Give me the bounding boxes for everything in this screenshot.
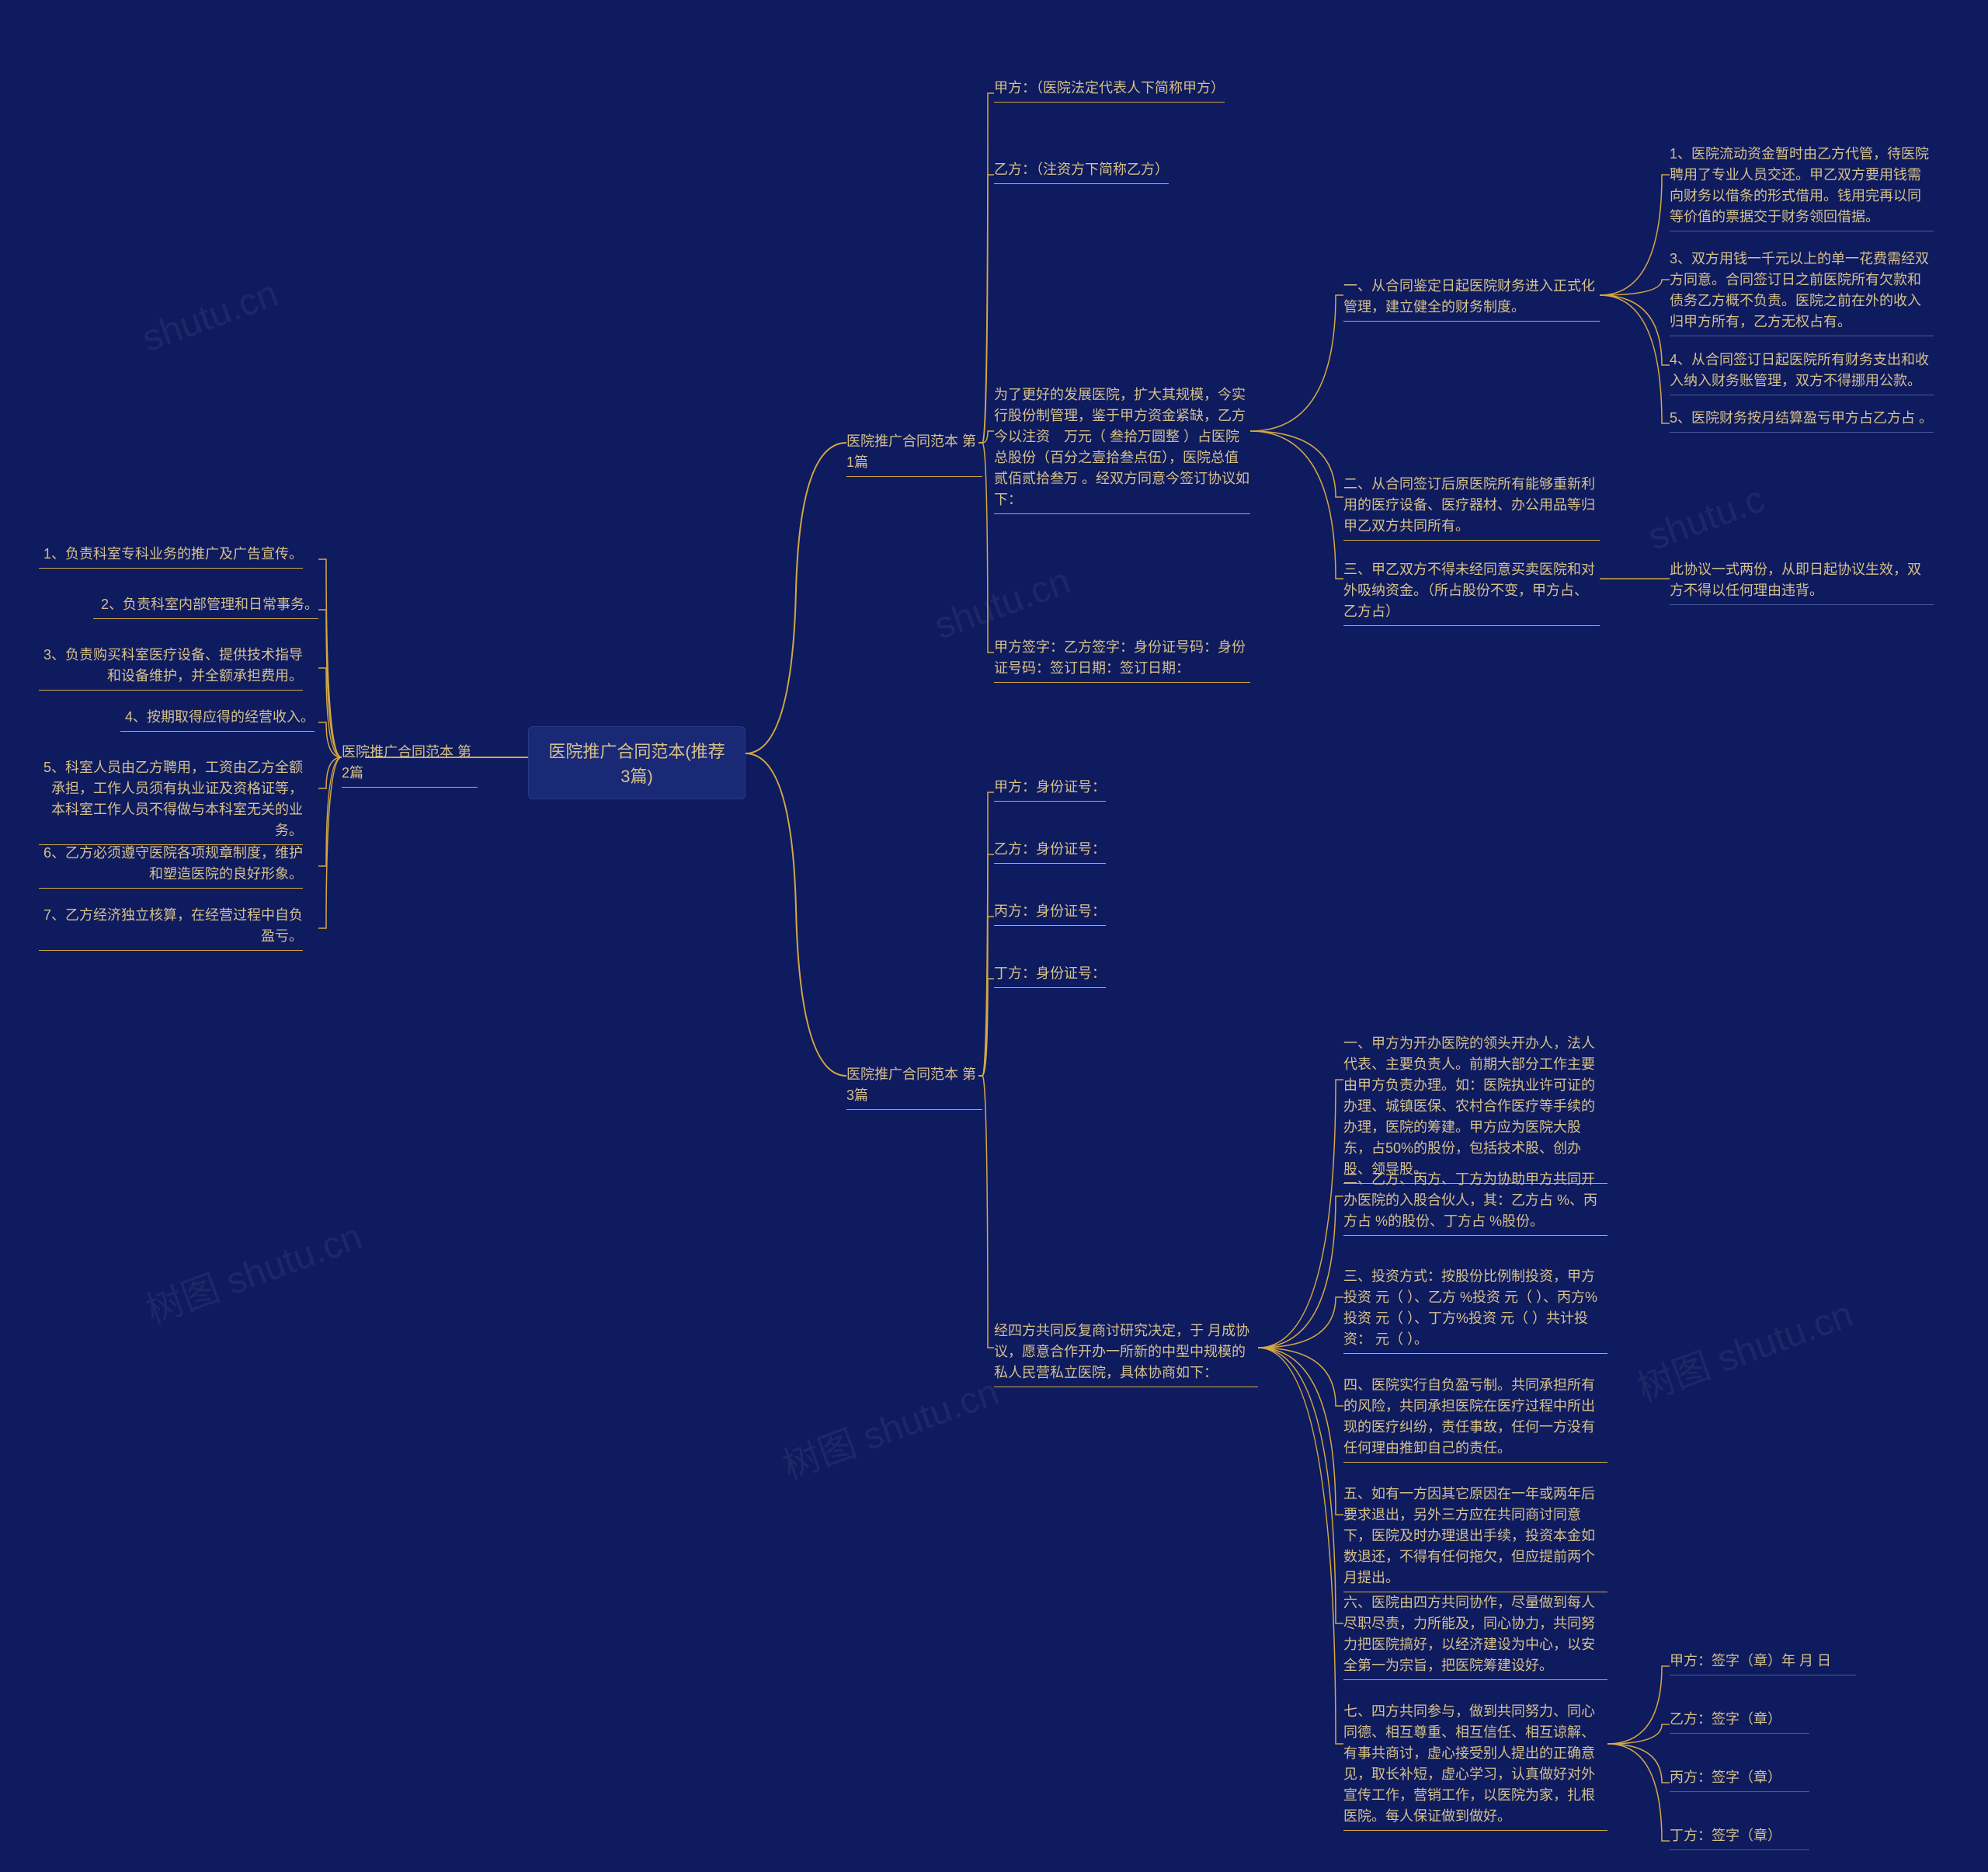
b3-5-child-3: 三、投资方式：按股份比例制投资，甲方投资 元（ ）、乙方 %投资 元（ ）、丙方… xyxy=(1343,1266,1607,1354)
b3-5-7-child-4: 丁方：签字（章） xyxy=(1670,1825,1809,1850)
b3-child-5: 经四方共同反复商讨研究决定，于 月成协议，愿意合作开办一所新的中型中规模的私人民… xyxy=(994,1320,1258,1387)
watermark: shutu.cn xyxy=(929,560,1076,649)
b3-child-1: 甲方：身份证号： xyxy=(994,777,1106,802)
b1-3-1-child-1: 1、医院流动资金暂时由乙方代管，待医院聘用了专业人员交还。甲乙双方要用钱需向财务… xyxy=(1670,144,1934,231)
b3-5-child-1: 一、甲方为开办医院的领头开办人，法人代表、主要负责人。前期大部分工作主要由甲方负… xyxy=(1343,1033,1607,1184)
b3-5-child-5: 五、如有一方因其它原因在一年或两年后要求退出，另外三方应在共同商讨同意下，医院及… xyxy=(1343,1484,1607,1592)
watermark: 树图 shutu.cn xyxy=(774,1361,1005,1489)
b1-3-child-1: 一、从合同鉴定日起医院财务进入正式化管理，建立健全的财务制度。 xyxy=(1343,276,1600,322)
branch-1-label: 医院推广合同范本 第1篇 xyxy=(846,431,982,477)
b3-5-child-7: 七、四方共同参与，做到共同努力、同心同德、相互尊重、相互信任、相互谅解、有事共商… xyxy=(1343,1701,1607,1831)
b3-5-child-2: 二、乙方、丙方、丁方为协助甲方共同开办医院的入股合伙人，其：乙方占 %、丙方占 … xyxy=(1343,1169,1607,1236)
b1-3-1-child-3: 4、从合同签订日起医院所有财务支出和收入纳入财务账管理，双方不得挪用公款。 xyxy=(1670,350,1934,395)
b3-child-3: 丙方：身份证号： xyxy=(994,901,1106,926)
b3-child-4: 丁方：身份证号： xyxy=(994,963,1106,988)
b2-child-1: 1、负责科室专科业务的推广及广告宣传。 xyxy=(39,544,303,569)
b1-3-child-2: 二、从合同签订后原医院所有能够重新利用的医疗设备、医疗器材、办公用品等归甲乙双方… xyxy=(1343,474,1600,541)
b3-5-7-child-1: 甲方：签字（章）年 月 日 xyxy=(1670,1651,1856,1675)
b2-child-6: 6、乙方必须遵守医院各项规章制度，维护和塑造医院的良好形象。 xyxy=(39,843,303,889)
b2-child-5: 5、科室人员由乙方聘用，工资由乙方全额承担，工作人员须有执业证及资格证等，本科室… xyxy=(39,757,303,845)
b1-3-child-3: 三、甲乙双方不得未经同意买卖医院和对外吸纳资金。（所占股份不变，甲方占、乙方占） xyxy=(1343,559,1600,626)
branch-3-label: 医院推广合同范本 第3篇 xyxy=(846,1064,982,1110)
watermark: shutu.c xyxy=(1642,478,1770,559)
mindmap-root: 医院推广合同范本(推荐3篇) xyxy=(528,726,746,799)
b1-child-3: 为了更好的发展医院，扩大其规模，今实行股份制管理，鉴于甲方资金紧缺，乙方今以注资… xyxy=(994,384,1250,514)
watermark: 树图 shutu.cn xyxy=(137,1206,368,1334)
b1-child-1: 甲方：（医院法定代表人下简称甲方） xyxy=(994,78,1225,103)
b3-5-child-4: 四、医院实行自负盈亏制。共同承担所有的风险，共同承担医院在医疗过程中所出现的医疗… xyxy=(1343,1375,1607,1463)
b2-child-7: 7、乙方经济独立核算，在经营过程中自负盈亏。 xyxy=(39,905,303,951)
watermark: 树图 shutu.cn xyxy=(1628,1283,1859,1411)
watermark: shutu.cn xyxy=(137,273,283,361)
b1-child-2: 乙方：（注资方下简称乙方） xyxy=(994,159,1169,184)
b1-3-1-child-2: 3、双方用钱一千元以上的单一花费需经双方同意。合同签订日之前医院所有欠款和债务乙… xyxy=(1670,249,1934,336)
branch-2-label: 医院推广合同范本 第2篇 xyxy=(342,742,478,788)
b1-3-1-child-4: 5、医院财务按月结算盈亏甲方占乙方占 。 xyxy=(1670,408,1934,433)
b2-child-4: 4、按期取得应得的经营收入。 xyxy=(120,707,315,732)
b3-child-2: 乙方：身份证号： xyxy=(994,839,1106,864)
b3-5-7-child-2: 乙方：签字（章） xyxy=(1670,1709,1809,1734)
b1-child-4: 甲方签字：乙方签字：身份证号码：身份证号码：签订日期：签订日期： xyxy=(994,637,1250,683)
b2-child-3: 3、负责购买科室医疗设备、提供技术指导和设备维护，并全额承担费用。 xyxy=(39,645,303,691)
b3-5-child-6: 六、医院由四方共同协作，尽量做到每人尽职尽责，力所能及，同心协力，共同努力把医院… xyxy=(1343,1592,1607,1680)
root-title: 医院推广合同范本(推荐3篇) xyxy=(548,742,725,786)
b3-5-7-child-3: 丙方：签字（章） xyxy=(1670,1767,1809,1792)
b2-child-2: 2、负责科室内部管理和日常事务。 xyxy=(93,594,318,619)
b1-3-3-child-1: 此协议一式两份，从即日起协议生效，双方不得以任何理由违背。 xyxy=(1670,559,1934,605)
